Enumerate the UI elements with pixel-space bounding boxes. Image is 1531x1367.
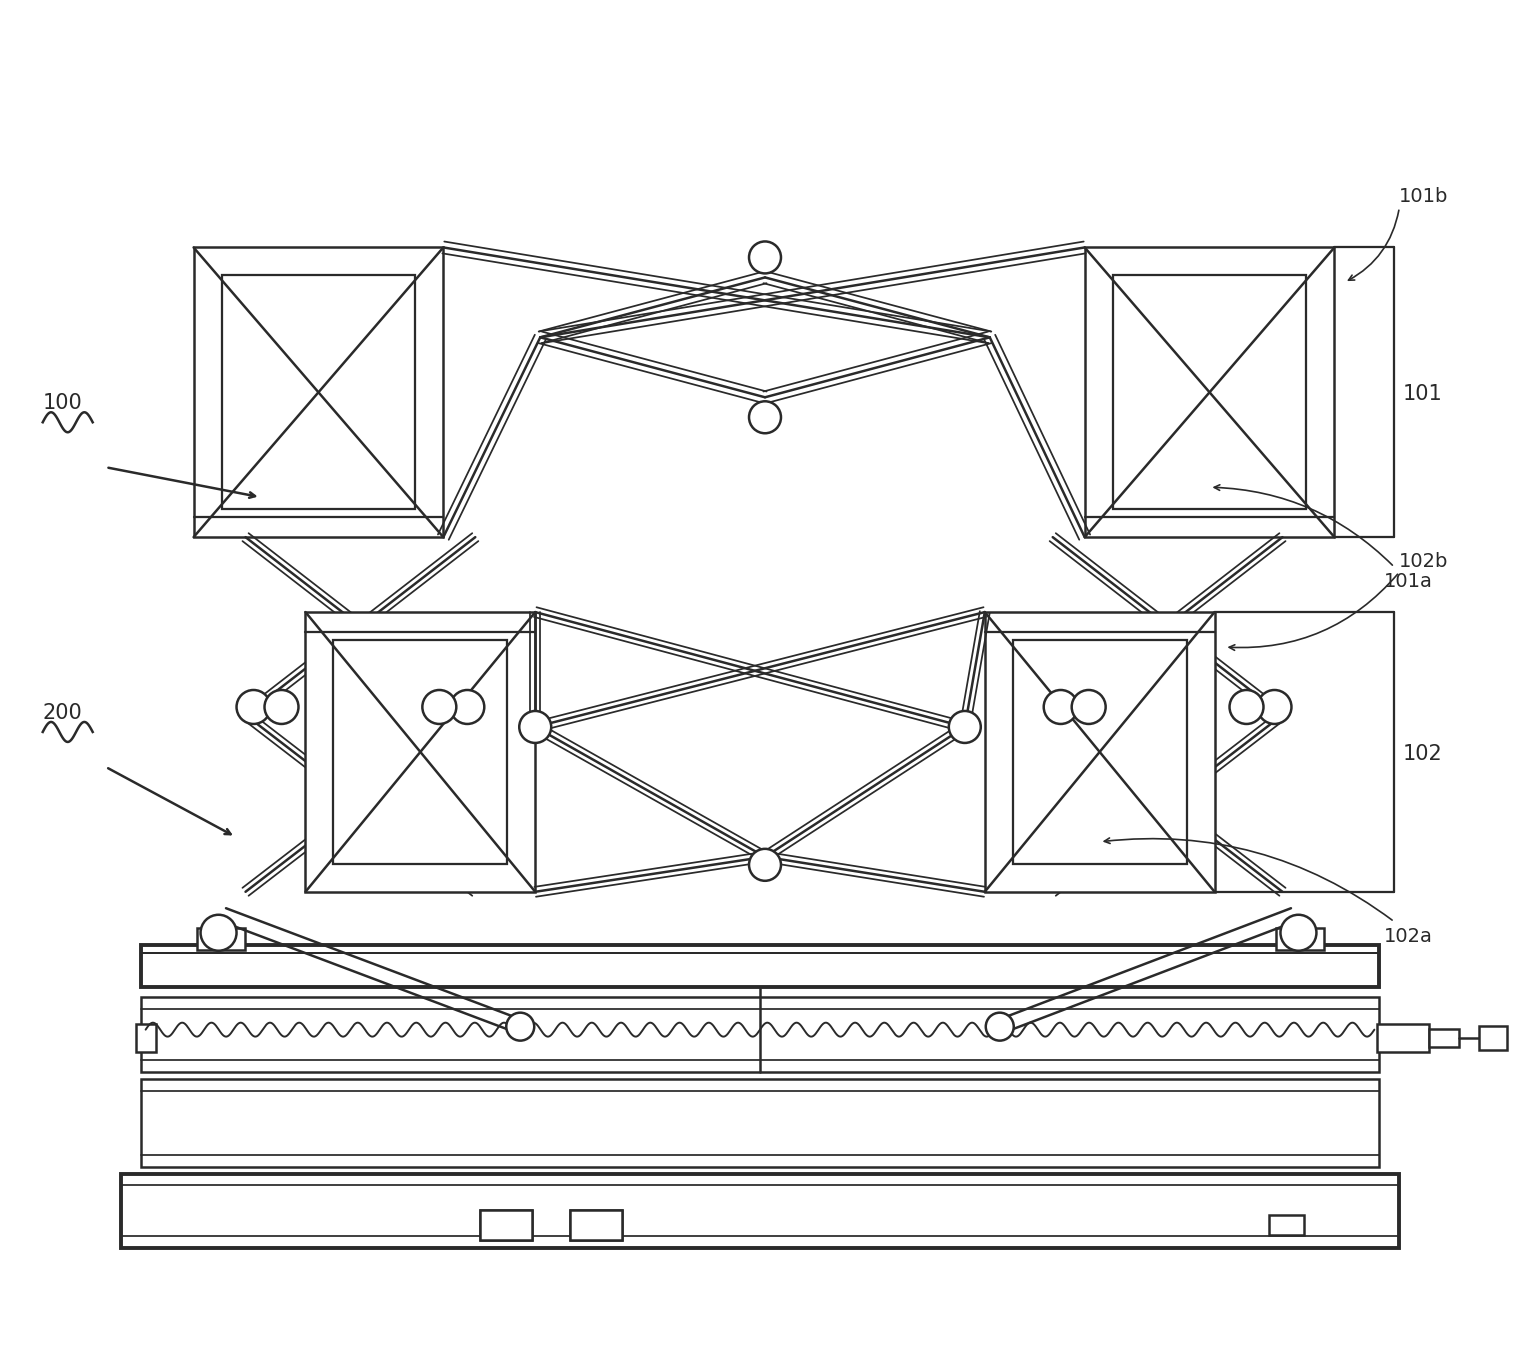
Circle shape <box>507 1013 534 1040</box>
Circle shape <box>749 849 781 880</box>
Bar <box>481 1210 533 1240</box>
Bar <box>141 945 1379 987</box>
Text: 200: 200 <box>43 703 83 723</box>
Text: 101: 101 <box>1402 384 1442 405</box>
Circle shape <box>1229 690 1263 725</box>
Circle shape <box>423 690 456 725</box>
Text: 100: 100 <box>43 394 83 413</box>
Circle shape <box>1072 690 1105 725</box>
Bar <box>570 1210 622 1240</box>
Bar <box>481 1210 533 1240</box>
Circle shape <box>1044 690 1078 725</box>
Text: 102: 102 <box>1402 744 1442 764</box>
Circle shape <box>519 711 551 742</box>
Circle shape <box>450 690 484 725</box>
Text: 102a: 102a <box>1384 927 1433 946</box>
Circle shape <box>986 1013 1014 1040</box>
Bar <box>141 1079 1379 1166</box>
Circle shape <box>265 690 299 725</box>
Text: 102b: 102b <box>1399 552 1448 571</box>
Bar <box>1113 275 1306 509</box>
Bar <box>1378 1024 1430 1051</box>
Circle shape <box>1280 915 1317 950</box>
Bar <box>1479 1025 1507 1050</box>
Bar <box>1012 640 1187 864</box>
Circle shape <box>749 242 781 273</box>
Bar <box>141 997 1379 1072</box>
Bar <box>222 275 415 509</box>
Circle shape <box>236 690 271 725</box>
Bar <box>306 612 536 891</box>
Bar <box>984 612 1214 891</box>
Circle shape <box>749 402 781 433</box>
Bar <box>570 1210 622 1240</box>
Text: 101a: 101a <box>1384 573 1433 591</box>
Bar <box>136 1024 156 1051</box>
Bar <box>1430 1028 1459 1047</box>
Bar <box>1269 1215 1304 1236</box>
Bar <box>1277 928 1324 950</box>
Bar <box>1084 247 1335 537</box>
Bar <box>196 928 245 950</box>
Circle shape <box>949 711 981 742</box>
Text: 101b: 101b <box>1399 187 1448 206</box>
Bar <box>193 247 444 537</box>
Bar <box>121 1173 1399 1248</box>
Bar <box>334 640 507 864</box>
Circle shape <box>201 915 236 950</box>
Circle shape <box>1257 690 1292 725</box>
